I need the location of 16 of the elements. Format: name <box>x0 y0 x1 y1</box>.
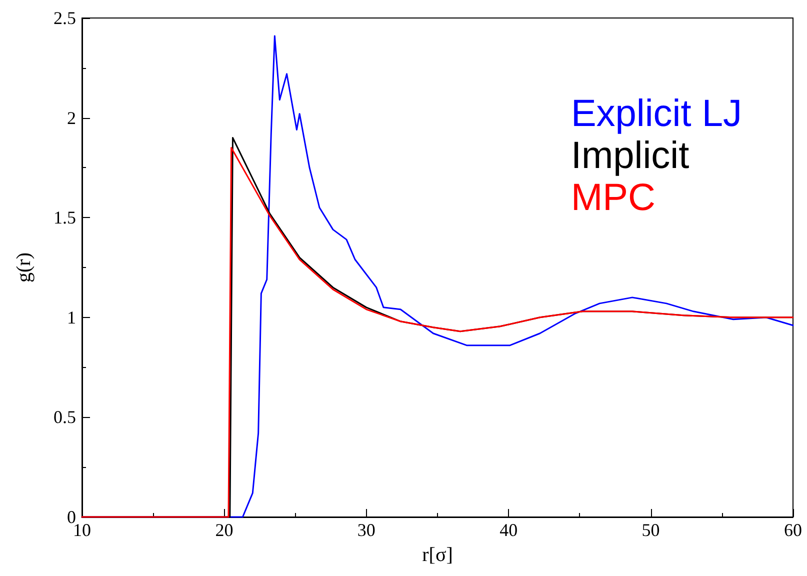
y-tick-label: 0 <box>67 507 76 527</box>
text: MPC <box>570 177 656 219</box>
y-axis-title: g(r) <box>13 252 35 282</box>
y-tick-label: 1 <box>67 307 76 328</box>
x-axis-title: r[σ] <box>422 544 453 566</box>
y-tick-label: 2.5 <box>54 8 76 28</box>
y-tick-label: 1.5 <box>54 208 76 228</box>
x-tick-label: 30 <box>357 520 376 540</box>
y-tick-label: 2 <box>67 108 76 128</box>
text: Implicit <box>570 135 690 177</box>
x-tick-label: 50 <box>642 520 660 540</box>
text: Explicit LJ <box>570 93 742 135</box>
x-tick-label: 20 <box>215 520 234 540</box>
y-tick-label: 0.5 <box>54 407 76 428</box>
x-tick-label: 40 <box>500 520 518 540</box>
x-tick-label: 60 <box>784 520 802 540</box>
